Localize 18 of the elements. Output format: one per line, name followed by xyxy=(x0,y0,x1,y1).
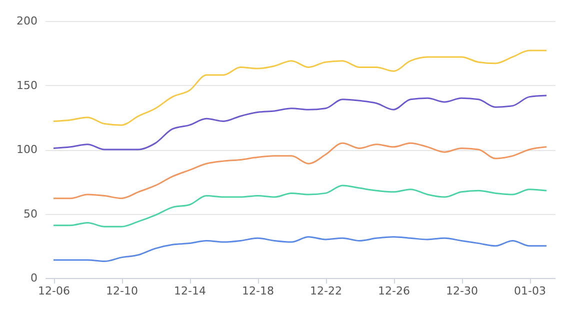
y-tick-label: 150 xyxy=(16,78,38,92)
x-tick-label: 12-14 xyxy=(174,284,206,298)
x-tick-label: 12-30 xyxy=(446,284,478,298)
x-tick-label: 12-22 xyxy=(310,284,342,298)
y-tick-label: 100 xyxy=(16,143,38,156)
line-series xyxy=(52,94,548,150)
y-tick-label: 200 xyxy=(16,14,38,28)
x-tick-label: 12-06 xyxy=(38,284,70,298)
line-series xyxy=(52,50,548,126)
x-tick-label: 01-03 xyxy=(514,284,546,298)
line-series xyxy=(52,184,548,228)
y-tick-label: 0 xyxy=(30,272,38,284)
line-series xyxy=(52,142,548,200)
x-tick-label: 12-18 xyxy=(242,284,274,298)
y-tick-label: 50 xyxy=(24,207,38,220)
x-tick-label: 12-10 xyxy=(106,284,138,298)
line-series xyxy=(52,236,548,262)
x-tick-label: 12-26 xyxy=(378,284,410,298)
